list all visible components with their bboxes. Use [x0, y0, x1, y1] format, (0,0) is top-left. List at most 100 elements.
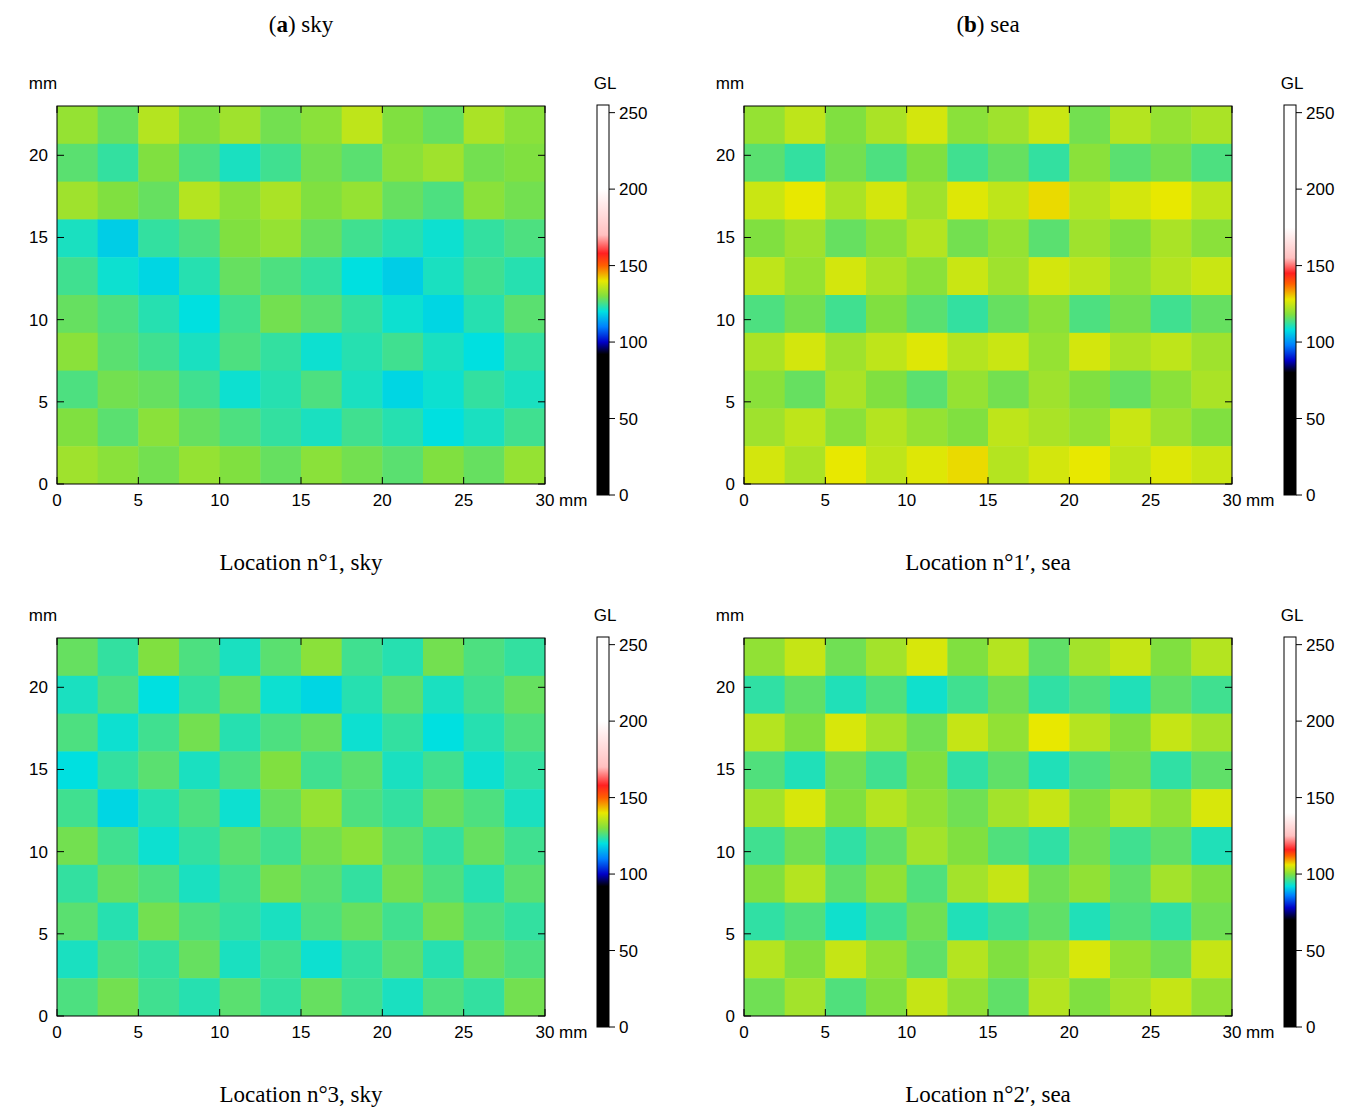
y-tick-label: 20 [716, 146, 735, 165]
cell [179, 978, 220, 1016]
cell [1069, 751, 1110, 789]
cell [57, 182, 98, 220]
cell [1191, 827, 1232, 865]
cell [866, 257, 907, 295]
cell [342, 295, 383, 333]
x-tick [382, 1009, 383, 1016]
cell [57, 446, 98, 484]
cell [260, 865, 301, 903]
cell [825, 789, 866, 827]
cell [382, 638, 423, 676]
cell [1191, 865, 1232, 903]
y-tick-right [538, 687, 545, 688]
cell [1110, 638, 1151, 676]
colorbar-label: GL [594, 74, 617, 93]
cell [1029, 638, 1070, 676]
cell [744, 638, 785, 676]
cell [1110, 827, 1151, 865]
cell [260, 789, 301, 827]
colorbar-tick-label: 150 [1306, 257, 1334, 276]
cell [301, 638, 342, 676]
colorbar [1284, 105, 1296, 495]
cell [220, 714, 261, 752]
cell [744, 446, 785, 484]
cell [1029, 333, 1070, 371]
cell [423, 446, 464, 484]
cell [179, 714, 220, 752]
y-tick [57, 851, 64, 852]
cell [988, 371, 1029, 409]
cell [825, 219, 866, 257]
cell [138, 257, 179, 295]
y-tick-right [1225, 687, 1232, 688]
cell [907, 978, 948, 1016]
cell [744, 751, 785, 789]
column-head: (a) sky [269, 12, 334, 37]
colorbar-tick-label: 100 [1306, 333, 1334, 352]
y-tick-right [1225, 1016, 1232, 1017]
head-part: ( [269, 12, 277, 37]
cell [301, 676, 342, 714]
cell [57, 940, 98, 978]
cell [342, 257, 383, 295]
y-tick-right [1225, 155, 1232, 156]
cell [423, 865, 464, 903]
y-tick [744, 769, 751, 770]
cell [464, 144, 505, 182]
cell [342, 751, 383, 789]
cell [825, 257, 866, 295]
y-tick-label: 10 [29, 843, 48, 862]
y-tick [57, 155, 64, 156]
x-tick-top [1069, 638, 1070, 645]
cell [342, 333, 383, 371]
x-tick [906, 477, 907, 484]
cell [988, 408, 1029, 446]
cell [260, 903, 301, 941]
cell [1191, 751, 1232, 789]
cell [825, 865, 866, 903]
cell [220, 940, 261, 978]
cell [342, 978, 383, 1016]
cell [1191, 714, 1232, 752]
x-tick [301, 477, 302, 484]
cell [1110, 408, 1151, 446]
cell [785, 333, 826, 371]
cell [1151, 333, 1192, 371]
y-tick [744, 687, 751, 688]
column-head: (b) sea [956, 12, 1019, 37]
cell [301, 333, 342, 371]
cell [785, 219, 826, 257]
x-tick [301, 1009, 302, 1016]
cell [1151, 257, 1192, 295]
colorbar-tick [609, 644, 615, 645]
cell [1029, 903, 1070, 941]
cell [138, 408, 179, 446]
cell [301, 408, 342, 446]
colorbar-tick [609, 495, 615, 496]
x-tick-label: 30 [1223, 491, 1242, 510]
cell [220, 144, 261, 182]
cell [785, 903, 826, 941]
cell [1069, 182, 1110, 220]
colorbar-tick [1296, 418, 1302, 419]
y-tick-label: 20 [29, 146, 48, 165]
x-tick-label: 20 [373, 491, 392, 510]
cell [866, 751, 907, 789]
x-tick-top [1232, 106, 1233, 113]
cell [947, 408, 988, 446]
y-tick-label: 15 [716, 228, 735, 247]
cell [220, 751, 261, 789]
cell [98, 978, 139, 1016]
cell [138, 333, 179, 371]
y-tick [744, 851, 751, 852]
cell [1069, 446, 1110, 484]
cell [342, 865, 383, 903]
x-tick-top [825, 638, 826, 645]
cell [785, 978, 826, 1016]
y-axis-label: mm [29, 74, 57, 93]
y-tick-right [538, 155, 545, 156]
y-tick [57, 687, 64, 688]
cell [988, 144, 1029, 182]
cell [1029, 144, 1070, 182]
cell [220, 446, 261, 484]
